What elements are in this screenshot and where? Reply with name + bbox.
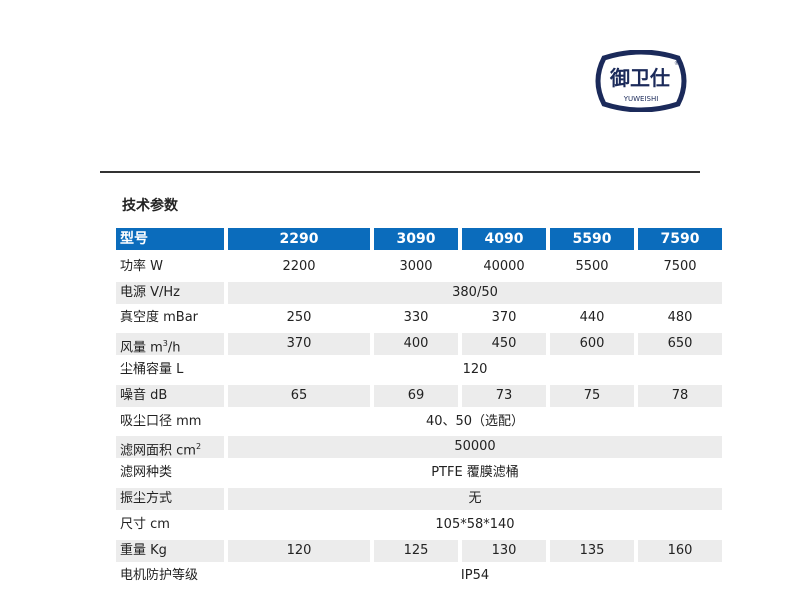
row-value: 50000: [228, 436, 722, 459]
row-value: 600: [550, 333, 634, 356]
row-value: 2200: [282, 258, 316, 274]
row-label: 噪音 dB: [116, 384, 224, 407]
row-label: 滤网面积 cm2: [116, 436, 224, 459]
yuweishi-logo: 御卫仕 YUWEISHI ®: [595, 50, 687, 112]
table-row: 重量 Kg 120 125 130 135 160: [116, 538, 722, 564]
row-value: 250: [286, 310, 312, 326]
row-value: 130: [462, 539, 546, 562]
row-value: 380/50: [228, 281, 722, 304]
table-row: 功率 W 2200 3000 40000 5500 7500: [116, 254, 708, 280]
row-label: 重量 Kg: [116, 539, 224, 562]
table-row: 电机防护等级 IP54: [116, 564, 708, 590]
row-label: 功率 W: [120, 258, 163, 274]
row-value: 75: [550, 384, 634, 407]
header-model: 3090: [374, 228, 458, 250]
header-model: 5590: [550, 228, 634, 250]
table-row: 吸尘口径 mm 40、50（选配）: [116, 409, 708, 435]
row-value: 5500: [575, 258, 609, 274]
table-row: 噪音 dB 65 69 73 75 78: [116, 383, 722, 409]
row-value: 125: [374, 539, 458, 562]
divider: [100, 171, 700, 173]
row-value: 160: [638, 539, 722, 562]
header-model: 4090: [462, 228, 546, 250]
header-label: 型号: [116, 228, 224, 250]
row-value: 135: [550, 539, 634, 562]
row-value: 400: [374, 333, 458, 356]
table-row: 真空度 mBar 250 330 370 440 480: [116, 306, 708, 332]
table-row: 电源 V/Hz 380/50: [116, 280, 722, 306]
svg-text:YUWEISHI: YUWEISHI: [623, 95, 659, 103]
svg-text:®: ®: [674, 60, 680, 67]
table-row: 尺寸 cm 105*58*140: [116, 512, 708, 538]
row-label: 滤网种类: [120, 465, 173, 481]
row-label: 真空度 mBar: [120, 310, 199, 326]
row-value: 370: [491, 310, 517, 326]
row-label: 风量 m3/h: [116, 333, 224, 356]
table-header: 型号 2290 3090 4090 5590 7590: [116, 228, 722, 250]
table-row: 滤网面积 cm2 50000: [116, 435, 722, 461]
row-value: 370: [228, 333, 370, 356]
row-value: 330: [403, 310, 429, 326]
row-label: 振尘方式: [116, 488, 224, 511]
row-value: 78: [638, 384, 722, 407]
row-label: 电机防护等级: [120, 568, 199, 584]
table-row: 尘桶容量 L 120: [116, 357, 708, 383]
row-value: IP54: [460, 568, 490, 584]
row-value: 3000: [399, 258, 433, 274]
row-value: 65: [228, 384, 370, 407]
row-value: 7500: [663, 258, 697, 274]
row-value: 69: [374, 384, 458, 407]
row-value: 120: [228, 539, 370, 562]
row-value: 120: [462, 362, 488, 378]
row-value: 480: [667, 310, 693, 326]
table-row: 滤网种类 PTFE 覆膜滤桶: [116, 460, 708, 486]
row-value: 105*58*140: [435, 516, 515, 532]
row-value: 440: [579, 310, 605, 326]
table-row: 振尘方式无: [116, 486, 722, 512]
row-value: PTFE 覆膜滤桶: [431, 465, 519, 481]
header-model: 7590: [638, 228, 722, 250]
row-value: 40、50（选配）: [425, 413, 525, 429]
row-value: 40000: [483, 258, 525, 274]
row-label: 吸尘口径 mm: [120, 413, 202, 429]
section-title: 技术参数: [122, 198, 178, 214]
header-model: 2290: [228, 228, 370, 250]
row-value: 无: [228, 488, 722, 511]
row-value: 450: [462, 333, 546, 356]
table-row: 风量 m3/h 370 400 450 600 650: [116, 331, 722, 357]
row-label: 尺寸 cm: [120, 516, 170, 532]
spec-table: 型号 2290 3090 4090 5590 7590 功率 W 2200 3000…: [116, 228, 722, 590]
svg-text:御卫仕: 御卫仕: [609, 66, 670, 90]
row-label: 尘桶容量 L: [120, 362, 184, 378]
row-label: 电源 V/Hz: [116, 281, 224, 304]
row-value: 650: [638, 333, 722, 356]
row-value: 73: [462, 384, 546, 407]
